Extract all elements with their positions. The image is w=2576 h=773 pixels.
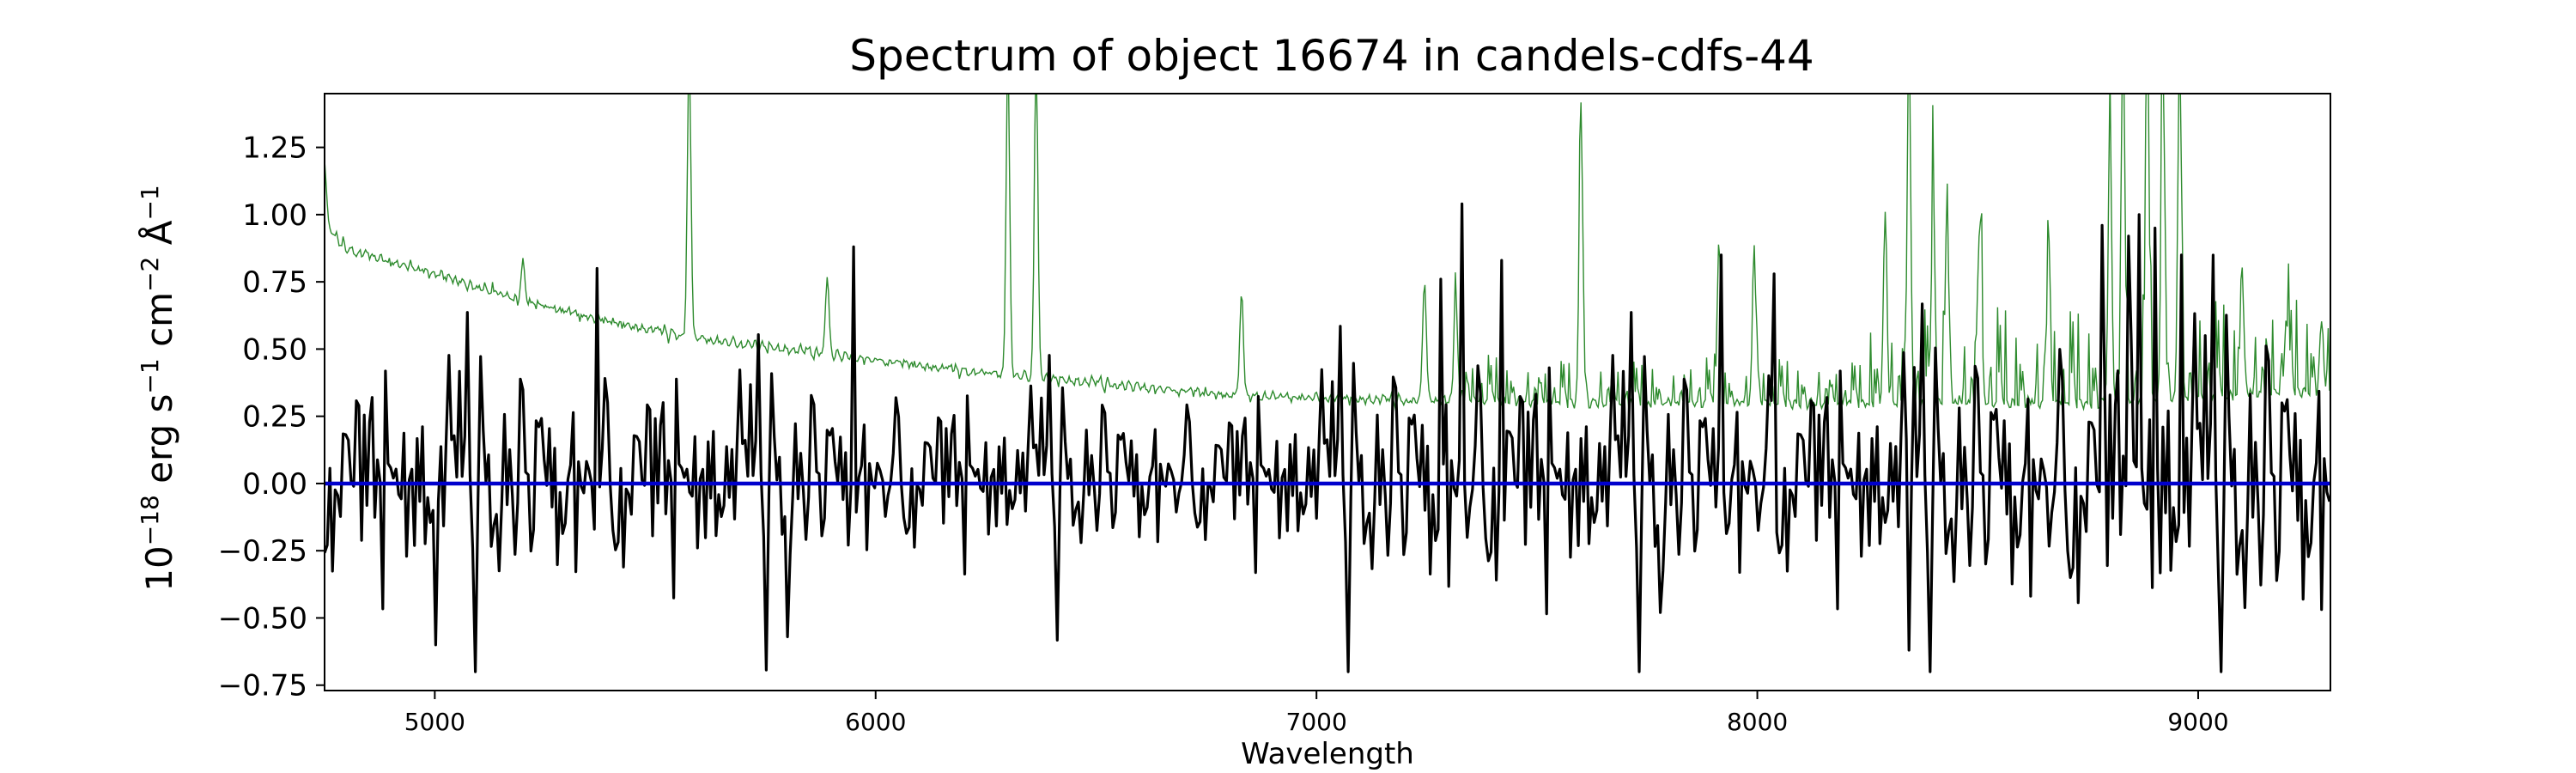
y-label-units-erg-s: erg s <box>138 394 180 496</box>
observed-flux-line <box>325 202 2330 673</box>
model-spectrum-line <box>325 94 2330 411</box>
y-tick-label: 0.25 <box>242 400 307 435</box>
svg-text:10−18 erg s−1 cm−2 Å−1: 10−18 erg s−1 cm−2 Å−1 <box>136 185 181 591</box>
y-label-base: 10 <box>138 545 180 591</box>
plot-area <box>324 93 2331 691</box>
y-tick-label: 0.00 <box>242 467 307 502</box>
y-tick-label: 1.25 <box>242 131 307 166</box>
y-label-angstrom-exponent: −1 <box>136 185 164 220</box>
x-tick-label: 8000 <box>1727 708 1788 736</box>
y-label-base-exponent: −18 <box>136 495 164 545</box>
y-tick-label: −0.25 <box>218 534 307 569</box>
x-tick-label: 5000 <box>404 708 465 736</box>
x-tick-label: 7000 <box>1286 708 1347 736</box>
y-tick-label: 0.75 <box>242 265 307 300</box>
y-axis-label: 10−18 erg s−1 cm−2 Å−1 <box>136 185 181 591</box>
y-label-s-exponent: −1 <box>136 358 164 393</box>
axis-ticks: −0.75 −0.50 −0.25 0.00 0.25 0.50 0.75 1.00 1.25 5… <box>218 131 2229 736</box>
y-label-units-angstrom: Å <box>137 220 180 256</box>
x-tick-label: 9000 <box>2167 708 2228 736</box>
y-label-cm-exponent: −2 <box>136 257 164 292</box>
x-axis-label: Wavelength <box>1241 737 1414 771</box>
y-tick-label: −0.75 <box>218 669 307 703</box>
y-tick-label: 0.50 <box>242 332 307 367</box>
x-tick-label: 6000 <box>845 708 906 736</box>
y-tick-label: −0.50 <box>218 601 307 636</box>
plot-frame <box>324 93 2331 691</box>
y-label-units-cm: cm <box>138 292 180 358</box>
chart-title: Spectrum of object 16674 in candels-cdfs… <box>849 31 1814 81</box>
y-tick-label: 1.00 <box>242 198 307 233</box>
